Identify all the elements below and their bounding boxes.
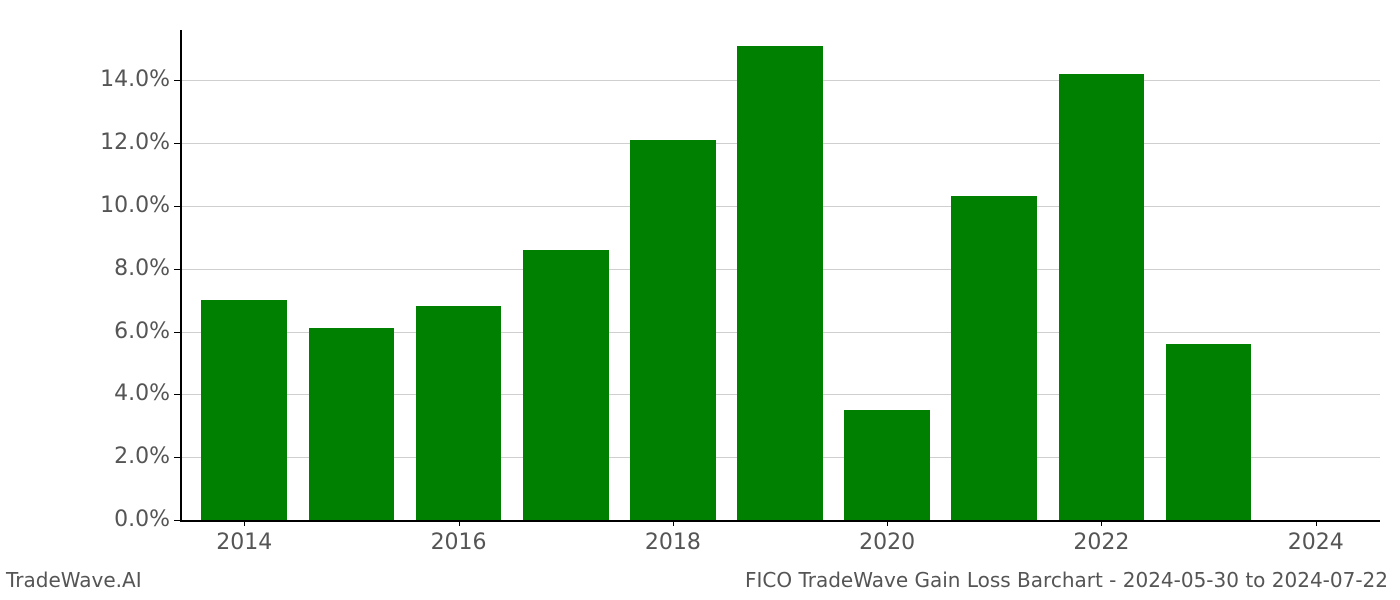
x-tick-label: 2020 xyxy=(847,530,927,555)
bar xyxy=(630,140,716,520)
x-tick-label: 2014 xyxy=(204,530,284,555)
y-tick-label: 6.0% xyxy=(70,319,170,344)
x-axis-spine xyxy=(180,520,1380,522)
bar xyxy=(523,250,609,520)
bar xyxy=(309,328,395,520)
bar xyxy=(416,306,502,520)
footer-right-text: FICO TradeWave Gain Loss Barchart - 2024… xyxy=(745,568,1388,592)
y-tick-label: 14.0% xyxy=(70,67,170,92)
y-tick-label: 8.0% xyxy=(70,256,170,281)
y-axis-spine xyxy=(180,30,182,520)
y-tick-label: 4.0% xyxy=(70,381,170,406)
bar xyxy=(737,46,823,520)
y-tick-label: 10.0% xyxy=(70,193,170,218)
x-tick-label: 2016 xyxy=(419,530,499,555)
chart-stage: TradeWave.AI FICO TradeWave Gain Loss Ba… xyxy=(0,0,1400,600)
x-tick-label: 2024 xyxy=(1276,530,1356,555)
bar xyxy=(1166,344,1252,520)
bar xyxy=(951,196,1037,520)
y-tick-label: 0.0% xyxy=(70,507,170,532)
bar xyxy=(1059,74,1145,520)
bar xyxy=(201,300,287,520)
footer-left-text: TradeWave.AI xyxy=(6,568,142,592)
x-tick-label: 2018 xyxy=(633,530,713,555)
y-tick-label: 12.0% xyxy=(70,130,170,155)
x-tick-label: 2022 xyxy=(1061,530,1141,555)
bar xyxy=(844,410,930,520)
y-tick-label: 2.0% xyxy=(70,444,170,469)
